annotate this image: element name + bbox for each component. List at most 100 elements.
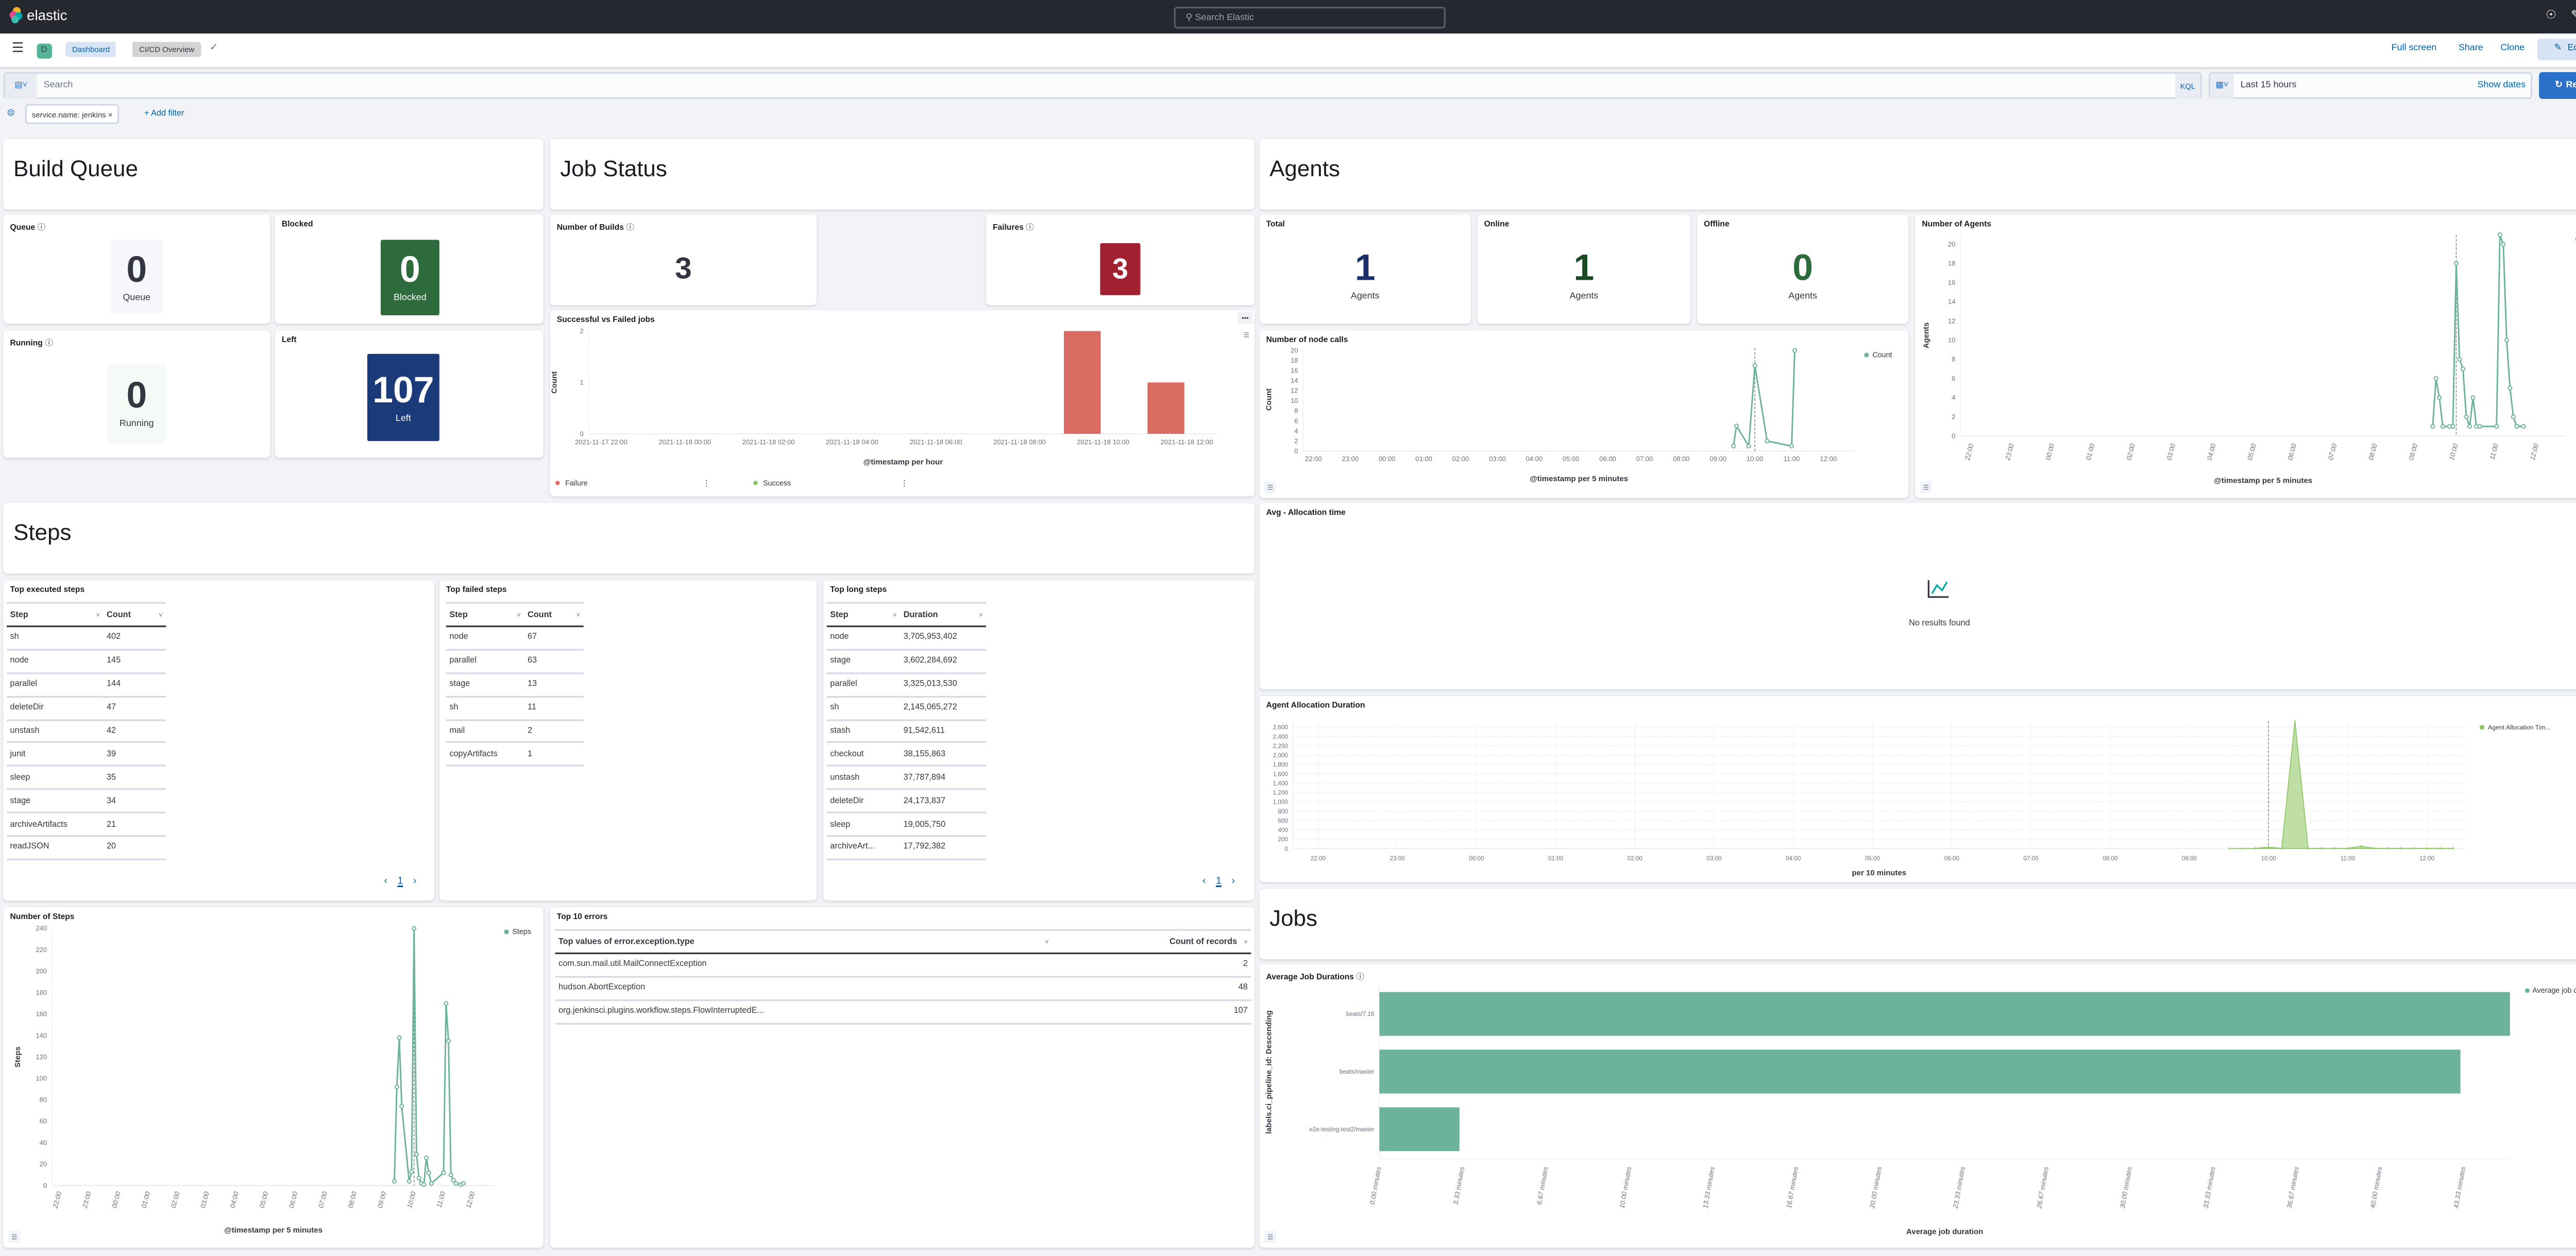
column-header[interactable]: Step ˅: [446, 602, 524, 627]
panel-title: Agent Allocation Duration: [1266, 702, 1365, 711]
legend-toggle-icon[interactable]: ☰: [1243, 330, 1250, 339]
x-tick-label: 30.00 minutes: [2119, 1166, 2133, 1209]
x-axis-title: per 10 minutes: [1852, 869, 1907, 877]
x-tick-label: 03:00: [199, 1191, 211, 1209]
column-header[interactable]: Count ˅: [103, 602, 166, 627]
y-tick-label: 16: [1948, 279, 1955, 286]
top-header: elastic ⚲ Search Elastic ☉ ✎ e: [0, 0, 2576, 34]
data-point: [2477, 424, 2482, 429]
global-search-input[interactable]: ⚲ Search Elastic: [1174, 6, 1446, 28]
column-header[interactable]: Duration ˅: [900, 602, 986, 627]
column-header[interactable]: Count ˅: [524, 602, 584, 627]
sort-chevron-icon[interactable]: ˅: [1244, 936, 1248, 945]
refresh-button[interactable]: ↻Refresh: [2539, 72, 2576, 99]
y-tick-label: 2: [1294, 437, 1298, 445]
data-point: [423, 1155, 429, 1160]
table-row: unstash 37,787,894: [826, 766, 986, 790]
sort-chevron-icon[interactable]: ˅: [96, 609, 100, 618]
data-point: [2457, 357, 2462, 362]
legend-toggle-icon[interactable]: ☰: [1920, 481, 1932, 493]
page-number[interactable]: 1: [1215, 877, 1222, 887]
x-tick-label: 05:00: [258, 1191, 269, 1209]
share-button[interactable]: Share: [2458, 43, 2483, 54]
sort-chevron-icon[interactable]: ˅: [576, 609, 581, 618]
table-cell: node: [826, 626, 901, 651]
jobs-header-panel: Jobs: [1259, 889, 2576, 959]
sort-chevron-icon[interactable]: ˅: [1045, 936, 1049, 945]
elastic-logo[interactable]: elastic: [8, 7, 67, 24]
prev-page-icon[interactable]: ‹: [1202, 877, 1206, 887]
sort-chevron-icon[interactable]: ˅: [517, 609, 521, 618]
x-tick-label: 3.33 minutes: [1452, 1166, 1466, 1205]
x-tick-label: 00:00: [1469, 855, 1484, 862]
x-tick-label: 11:00: [1784, 455, 1800, 463]
table-cell: sh: [826, 696, 901, 721]
info-icon: ⓘ: [37, 225, 46, 233]
calendar-icon[interactable]: ▦˅: [2210, 74, 2234, 99]
next-page-icon[interactable]: ›: [413, 877, 417, 887]
legend-toggle-icon[interactable]: ☰: [1264, 1231, 1277, 1243]
panel-options-icon[interactable]: •••: [1238, 312, 1253, 324]
y-tick-label: 1,000: [1273, 799, 1289, 806]
close-icon[interactable]: ×: [108, 110, 113, 120]
filter-options-icon[interactable]: ⊜: [7, 109, 15, 120]
y-tick-label: beats/master: [1340, 1068, 1375, 1075]
x-tick-label: 07:00: [2023, 855, 2039, 862]
x-tick-label: 2021-11-17 22:00: [575, 438, 628, 446]
edit-button[interactable]: ✎ Edit: [2537, 38, 2576, 61]
x-tick-label: 04:00: [1786, 855, 1801, 862]
table-row: node 145: [7, 649, 166, 674]
help-icon[interactable]: ☉: [2546, 10, 2556, 22]
table-cell: 42: [103, 719, 166, 744]
x-tick-label: 40.00 minutes: [2369, 1166, 2384, 1209]
space-badge[interactable]: D: [37, 43, 52, 58]
filter-pill[interactable]: service.name: jenkins ×: [25, 104, 120, 124]
legend-toggle-icon[interactable]: ☰: [8, 1231, 21, 1243]
legend-toggle-icon[interactable]: ☰: [1264, 481, 1277, 493]
add-filter-button[interactable]: + Add filter: [144, 108, 184, 118]
legend-menu-icon: ⋮: [703, 479, 710, 487]
clone-button[interactable]: Clone: [2500, 43, 2525, 54]
sort-chevron-icon[interactable]: ˅: [892, 609, 897, 618]
x-tick-label: 2021-11-18 10:00: [1077, 438, 1129, 446]
sort-chevron-icon[interactable]: ˅: [978, 609, 983, 618]
x-tick-label: 2021-11-18 08:00: [993, 438, 1046, 446]
table-cell: hudson.AbortException: [555, 976, 1053, 1001]
breadcrumb-dashboard[interactable]: Dashboard: [65, 42, 117, 57]
column-header[interactable]: Count of records ˅: [1052, 929, 1251, 955]
panel-title: Number of Builds ⓘ: [556, 225, 634, 233]
y-tick-label: 4: [1294, 427, 1298, 435]
y-tick-label: 100: [36, 1075, 47, 1082]
newsfeed-icon[interactable]: ✎: [2571, 8, 2576, 22]
prev-page-icon[interactable]: ‹: [384, 877, 387, 887]
data-point: [414, 1152, 419, 1157]
x-tick-label: 12:00: [1820, 455, 1837, 463]
y-tick-label: 2,200: [1273, 743, 1289, 750]
column-header[interactable]: Step ˅: [7, 602, 104, 627]
kql-toggle[interactable]: KQL: [2175, 74, 2200, 99]
column-header[interactable]: Step ˅: [826, 602, 901, 627]
saved-query-icon[interactable]: ▤˅: [5, 74, 37, 99]
sort-chevron-icon[interactable]: ˅: [159, 609, 163, 618]
data-point: [2440, 424, 2445, 429]
y-axis-title: Count: [550, 371, 559, 394]
column-header[interactable]: Top values of error.exception.type ˅: [555, 929, 1053, 955]
x-tick-label: 07:00: [1636, 455, 1653, 463]
date-picker[interactable]: ▦˅ Last 15 hours Show dates: [2208, 72, 2533, 99]
query-input[interactable]: ▤˅ Search KQL: [3, 72, 2202, 99]
next-page-icon[interactable]: ›: [1231, 877, 1235, 887]
table-row: parallel 144: [7, 673, 166, 698]
top-errors-panel: Top 10 errors Top values of error.except…: [550, 907, 1255, 1248]
full-screen-button[interactable]: Full screen: [2391, 43, 2437, 54]
top-long-panel: Top long steps Step ˅ Duration ˅ node 3,705,9…: [823, 580, 1255, 901]
page-number[interactable]: 1: [397, 877, 403, 887]
number-of-steps-panel: Number of Steps ☰ 0 20 40 60 80 100 120 140 160 1…: [3, 907, 544, 1248]
menu-icon[interactable]: ☰: [11, 40, 24, 56]
x-tick-label: 02:00: [1628, 855, 1643, 862]
data-point: [2514, 424, 2519, 429]
table-cell: 2: [524, 719, 584, 744]
bar: [1063, 331, 1101, 434]
show-dates-button[interactable]: Show dates: [2477, 80, 2526, 91]
x-tick-label: 10:00: [2448, 443, 2460, 461]
section-title: Job Status: [560, 156, 667, 181]
